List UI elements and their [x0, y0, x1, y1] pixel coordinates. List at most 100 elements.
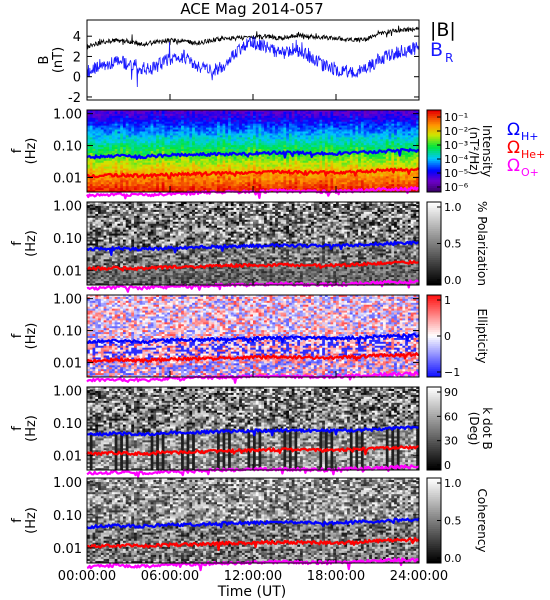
- spectrogram-cell: [222, 125, 226, 128]
- spectrogram-cell: [100, 131, 104, 134]
- spectrogram-cell: [178, 133, 182, 136]
- spectrogram-cell: [122, 180, 127, 183]
- spectrogram-cell: [286, 137, 290, 140]
- spectrogram-cell: [98, 188, 102, 191]
- spectrogram-cell: [194, 174, 199, 177]
- spectrogram-cell: [150, 133, 154, 136]
- spectrogram-cell: [181, 186, 185, 189]
- spectrogram-cell: [109, 139, 113, 142]
- spectrogram-cell: [291, 115, 295, 119]
- spectrogram-cell: [147, 158, 152, 162]
- spectrogram-cell: [161, 135, 165, 138]
- spectrogram-cell: [244, 174, 248, 177]
- spectrogram-cell: [283, 133, 287, 136]
- spectrogram-cell: [125, 135, 129, 138]
- spectrogram-cell: [247, 143, 251, 146]
- spectrogram-cell: [275, 129, 279, 132]
- spectrogram-cell: [283, 172, 287, 175]
- spectrogram-cell: [286, 188, 290, 191]
- spectrogram-cell: [109, 121, 113, 125]
- spectrogram-cell: [203, 182, 207, 185]
- spectrogram-cell: [236, 149, 240, 152]
- spectrogram-cell: [87, 166, 91, 169]
- spectrogram-cell: [286, 186, 290, 189]
- spectrogram-cell: [277, 125, 282, 128]
- spectrogram-cell: [134, 145, 138, 148]
- spectrogram-cell: [117, 133, 121, 136]
- spectrogram-cell: [205, 119, 210, 123]
- spectrogram-cell: [261, 123, 265, 127]
- spectrogram-cell: [167, 151, 171, 154]
- spectrogram-cell: [200, 133, 204, 136]
- spectrogram-cell: [181, 117, 185, 121]
- spectrogram-cell: [239, 135, 243, 138]
- spectrogram-cell: [167, 143, 171, 146]
- spectrogram-cell: [283, 164, 287, 168]
- spectrogram-cell: [197, 151, 201, 154]
- spectrogram-cell: [158, 145, 163, 148]
- spectrogram-cell: [153, 143, 157, 146]
- spectrogram-cell: [142, 186, 146, 189]
- spectrogram-cell: [161, 137, 165, 140]
- spectrogram-cell: [200, 115, 204, 119]
- spectrogram-cell: [194, 123, 199, 127]
- spectrogram-cell: [197, 164, 201, 168]
- spectrogram-cell: [294, 121, 298, 125]
- spectrogram-cell: [147, 186, 152, 189]
- spectrogram-cell: [183, 123, 187, 127]
- spectrogram-cell: [106, 117, 110, 121]
- spectrogram-cell: [288, 160, 293, 164]
- spectrogram-cell: [87, 158, 91, 162]
- spectrogram-cell: [172, 154, 176, 158]
- spectrogram-cell: [172, 178, 176, 181]
- spectrogram-cell: [167, 166, 171, 169]
- spectrogram-cell: [253, 168, 257, 171]
- spectrogram-cell: [222, 147, 226, 150]
- spectrogram-cell: [183, 186, 187, 189]
- spectrogram-cell: [294, 113, 298, 117]
- spectrogram-cell: [100, 111, 104, 115]
- spectrogram-cell: [275, 182, 279, 185]
- spectrogram-cell: [255, 154, 259, 158]
- spectrogram-cell: [264, 172, 268, 175]
- spectrogram-cell: [280, 139, 284, 142]
- spectrogram-cell: [217, 188, 221, 191]
- spectrogram-cell: [261, 160, 265, 164]
- spectrogram-cell: [211, 149, 215, 152]
- spectrogram-cell: [266, 147, 270, 150]
- spectrogram-cell: [120, 133, 124, 136]
- spectrogram-cell: [286, 129, 290, 132]
- spectrogram-cell: [247, 139, 251, 142]
- spectrogram-cell: [275, 117, 279, 121]
- spectrogram-cell: [122, 129, 127, 132]
- spectrogram-cell: [277, 129, 282, 132]
- spectrogram-cell: [194, 125, 199, 128]
- spectrogram-cell: [275, 151, 279, 154]
- spectrogram-cell: [128, 129, 132, 132]
- spectrogram-cell: [92, 164, 96, 168]
- spectrogram-cell: [106, 184, 110, 187]
- spectrogram-cell: [147, 149, 152, 152]
- spectrogram-cell: [109, 110, 113, 113]
- spectrogram-cell: [253, 164, 257, 168]
- spectrogram-cell: [255, 131, 259, 134]
- spectrogram-cell: [250, 143, 254, 146]
- spectrogram-cell: [164, 111, 168, 115]
- spectrogram-cell: [261, 147, 265, 150]
- spectrogram-cell: [189, 170, 193, 173]
- spectrogram-cell: [111, 121, 116, 125]
- spectrogram-cell: [111, 123, 116, 127]
- spectrogram-cell: [233, 149, 237, 152]
- spectrogram-cell: [100, 168, 104, 171]
- spectrogram-cell: [205, 125, 210, 128]
- spectrogram-cell: [225, 154, 229, 158]
- spectrogram-cell: [250, 131, 254, 134]
- spectrogram-cell: [266, 123, 270, 127]
- spectrogram-cell: [280, 178, 284, 181]
- spectrogram-cell: [145, 127, 149, 130]
- spectrogram-cell: [272, 158, 276, 162]
- spectrogram-cell: [219, 139, 223, 142]
- spectrogram-cell: [233, 156, 237, 160]
- spectrogram-cell: [128, 141, 132, 144]
- spectrogram-cell: [211, 172, 215, 175]
